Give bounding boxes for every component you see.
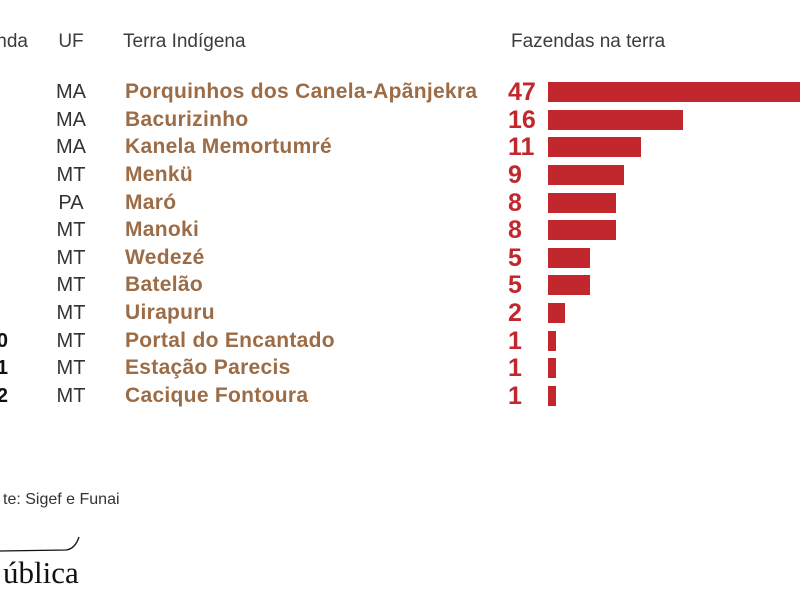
bar-mark	[548, 386, 557, 407]
value-label: 16	[508, 105, 536, 134]
bar-mark	[548, 109, 684, 130]
uf-label: MA	[56, 136, 86, 159]
bar-mark	[548, 303, 565, 324]
value-label: 8	[508, 188, 522, 217]
bar-mark	[548, 358, 557, 379]
uf-label: MT	[56, 246, 86, 269]
table-row: MT Wedezé 5	[0, 244, 800, 272]
uf-label: MT	[56, 302, 86, 325]
bar-mark	[548, 220, 616, 241]
uf-label: MT	[56, 357, 86, 380]
rank-label: 0	[0, 329, 8, 352]
uf-label: MT	[56, 385, 86, 408]
value-label: 1	[508, 382, 522, 411]
table-row: MA Porquinhos dos Canela-Apãnjekra 47	[0, 78, 800, 106]
value-label: 5	[508, 243, 522, 272]
table-row: 2 MT Cacique Fontoura 1	[0, 382, 800, 410]
territory-name: Portal do Encantado	[125, 328, 335, 352]
territory-name: Kanela Memortumré	[125, 135, 332, 159]
table-row: MT Batelão 5	[0, 271, 800, 299]
logo-swoosh-icon	[0, 536, 80, 552]
table-row: MT Manoki 8	[0, 216, 800, 244]
value-label: 1	[508, 354, 522, 383]
table-row: PA Maró 8	[0, 189, 800, 217]
bar-mark	[548, 192, 616, 213]
territory-name: Porquinhos dos Canela-Apãnjekra	[125, 80, 478, 103]
bar-mark	[548, 247, 591, 268]
table-row: MA Kanela Memortumré 11	[0, 133, 800, 161]
territory-name: Maró	[125, 190, 177, 214]
table-row: 0 MT Portal do Encantado 1	[0, 327, 800, 355]
table-row: 1 MT Estação Parecis 1	[0, 354, 800, 382]
uf-label: MA	[56, 81, 86, 103]
territory-name: Manoki	[125, 218, 200, 242]
territory-name: Cacique Fontoura	[125, 384, 309, 408]
uf-label: MA	[56, 108, 86, 131]
territory-name: Estação Parecis	[125, 356, 291, 380]
publisher-logo: ública	[3, 555, 79, 590]
territory-name: Batelão	[125, 273, 203, 297]
uf-column-header: UF	[58, 31, 84, 52]
value-label: 9	[508, 160, 522, 189]
bar-mark	[548, 164, 625, 185]
uf-label: MT	[56, 274, 86, 297]
rank-column-header: nda	[0, 31, 28, 52]
table-row: MA Bacurizinho 16	[0, 106, 800, 134]
uf-label: MT	[56, 163, 86, 186]
rank-label: 2	[0, 385, 8, 408]
rank-label: 1	[0, 357, 8, 380]
value-label: 2	[508, 299, 522, 328]
uf-label: MT	[56, 329, 86, 352]
value-label: 47	[508, 78, 536, 106]
value-label: 11	[508, 133, 535, 162]
value-column-header: Fazendas na terra	[511, 31, 666, 52]
territory-name: Uirapuru	[125, 301, 215, 325]
table-row: MT Menkü 9	[0, 161, 800, 189]
uf-label: MT	[56, 219, 86, 242]
bar-mark	[548, 137, 641, 158]
territory-name: Menkü	[125, 162, 194, 186]
bar-mark	[548, 82, 800, 102]
value-label: 1	[508, 326, 522, 355]
bar-mark	[548, 275, 591, 296]
territory-column-header: Terra Indígena	[123, 31, 246, 52]
uf-label: PA	[58, 191, 84, 214]
source-note: te: Sigef e Funai	[3, 491, 120, 508]
value-label: 5	[508, 271, 522, 300]
territory-name: Wedezé	[125, 245, 205, 269]
table-row: MT Uirapuru 2	[0, 299, 800, 327]
bar-mark	[548, 330, 557, 351]
value-label: 8	[508, 216, 522, 245]
territory-name: Bacurizinho	[125, 107, 249, 131]
